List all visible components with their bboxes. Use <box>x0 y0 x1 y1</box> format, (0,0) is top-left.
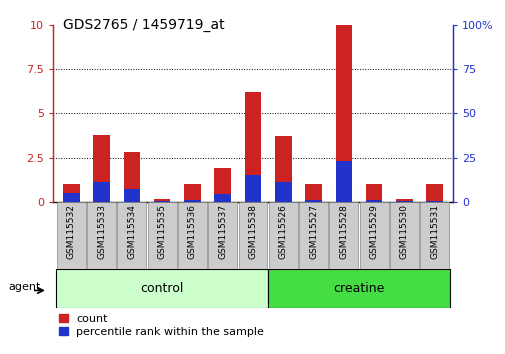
Bar <box>274 136 291 202</box>
Text: creatine: creatine <box>333 282 384 295</box>
Text: GSM115531: GSM115531 <box>429 204 438 259</box>
Bar <box>365 200 382 202</box>
Bar <box>268 269 449 308</box>
Bar <box>335 25 351 202</box>
Bar <box>305 184 321 202</box>
Text: agent: agent <box>8 281 40 292</box>
Text: GSM115538: GSM115538 <box>248 204 257 259</box>
Text: GSM115530: GSM115530 <box>399 204 408 259</box>
Bar <box>244 175 261 202</box>
Bar <box>214 168 231 202</box>
Text: GSM115535: GSM115535 <box>158 204 166 259</box>
Bar <box>335 161 351 202</box>
Text: GSM115527: GSM115527 <box>309 204 318 259</box>
Text: GSM115526: GSM115526 <box>278 204 287 259</box>
FancyBboxPatch shape <box>87 202 116 269</box>
Bar <box>93 135 110 202</box>
Bar <box>274 182 291 202</box>
Text: GSM115536: GSM115536 <box>187 204 196 259</box>
Bar <box>123 152 140 202</box>
Text: GSM115529: GSM115529 <box>369 204 378 259</box>
Text: GSM115532: GSM115532 <box>67 204 76 259</box>
FancyBboxPatch shape <box>238 202 267 269</box>
Bar <box>63 184 79 202</box>
FancyBboxPatch shape <box>57 202 85 269</box>
FancyBboxPatch shape <box>268 202 297 269</box>
Text: GDS2765 / 1459719_at: GDS2765 / 1459719_at <box>63 18 224 32</box>
Bar <box>154 199 170 202</box>
FancyBboxPatch shape <box>359 202 388 269</box>
Bar <box>395 201 412 202</box>
Bar <box>93 182 110 202</box>
Bar <box>305 200 321 202</box>
Text: control: control <box>140 282 183 295</box>
Bar <box>426 184 442 202</box>
FancyBboxPatch shape <box>298 202 327 269</box>
Text: GSM115528: GSM115528 <box>339 204 347 259</box>
Text: GSM115537: GSM115537 <box>218 204 227 259</box>
FancyBboxPatch shape <box>147 202 176 269</box>
FancyBboxPatch shape <box>389 202 418 269</box>
Bar <box>184 184 200 202</box>
Bar <box>426 201 442 202</box>
Bar <box>56 269 268 308</box>
FancyBboxPatch shape <box>178 202 207 269</box>
Bar <box>123 188 140 202</box>
Bar <box>154 201 170 202</box>
FancyBboxPatch shape <box>329 202 358 269</box>
Bar <box>365 184 382 202</box>
Bar <box>184 200 200 202</box>
Legend: count, percentile rank within the sample: count, percentile rank within the sample <box>59 314 264 337</box>
Bar <box>214 194 231 202</box>
Bar <box>63 193 79 202</box>
FancyBboxPatch shape <box>420 202 448 269</box>
Bar <box>244 92 261 202</box>
Text: GSM115534: GSM115534 <box>127 204 136 259</box>
FancyBboxPatch shape <box>208 202 237 269</box>
FancyBboxPatch shape <box>117 202 146 269</box>
Text: GSM115533: GSM115533 <box>97 204 106 259</box>
Bar <box>395 199 412 202</box>
